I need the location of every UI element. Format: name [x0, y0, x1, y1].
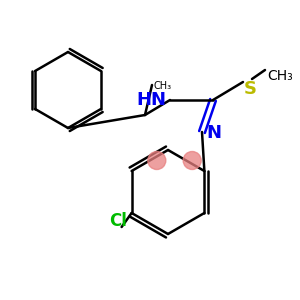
Text: Cl: Cl — [109, 212, 127, 230]
Circle shape — [183, 152, 201, 169]
Text: S: S — [244, 80, 257, 98]
Text: CH₃: CH₃ — [154, 81, 172, 91]
Text: HN: HN — [136, 91, 166, 109]
Text: N: N — [206, 124, 221, 142]
Text: CH₃: CH₃ — [267, 69, 293, 83]
Circle shape — [148, 152, 166, 169]
